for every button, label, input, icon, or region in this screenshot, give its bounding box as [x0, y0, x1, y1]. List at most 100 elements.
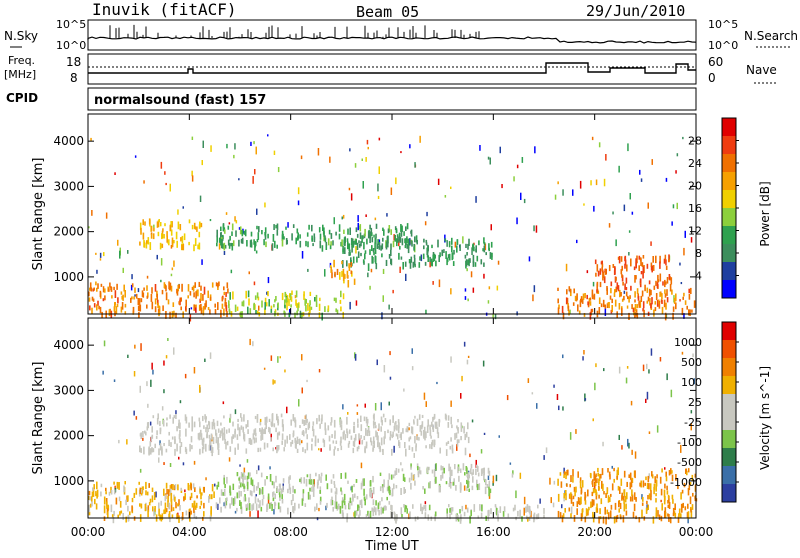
echo-cell — [417, 473, 420, 478]
echo-speckle — [411, 348, 413, 354]
echo-speckle — [591, 136, 594, 141]
echo-speckle — [509, 462, 512, 465]
echo-cell — [357, 418, 359, 424]
echo-cell — [570, 498, 573, 504]
echo-cell — [281, 419, 284, 428]
echo-cell — [616, 282, 619, 290]
echo-cell — [158, 508, 160, 517]
echo-cell — [629, 472, 632, 480]
echo-cell — [88, 297, 91, 302]
echo-cell — [361, 235, 363, 243]
echo-speckle — [300, 155, 303, 160]
echo-cell — [152, 506, 154, 512]
echo-cell — [216, 229, 218, 238]
echo-cell — [324, 428, 327, 435]
echo-cell — [415, 235, 418, 243]
echo-cell — [528, 516, 531, 521]
echo-cell — [305, 414, 307, 422]
echo-speckle — [209, 444, 212, 451]
echo-cell — [311, 438, 313, 442]
echo-cell — [154, 306, 157, 313]
echo-cell — [430, 516, 433, 521]
echo-cell — [227, 225, 230, 230]
echo-cell — [202, 437, 205, 443]
echo-speckle — [466, 268, 468, 272]
echo-speckle — [400, 151, 402, 154]
echo-cell — [363, 416, 366, 422]
echo-cell — [587, 301, 589, 306]
echo-cell — [199, 488, 201, 494]
echo-speckle — [516, 217, 518, 225]
echo-cell — [327, 425, 330, 431]
echo-cell — [566, 289, 568, 295]
echo-cell — [207, 427, 209, 433]
colorbar-tick-label: 500 — [681, 356, 702, 369]
echo-cell — [684, 506, 687, 511]
echo-cell — [406, 426, 409, 432]
echo-cell — [390, 258, 393, 266]
echo-speckle — [152, 369, 154, 375]
echo-speckle — [252, 176, 254, 184]
echo-cell — [587, 509, 589, 516]
echo-speckle — [489, 157, 491, 165]
echo-cell — [223, 427, 226, 435]
echo-cell — [636, 288, 639, 294]
echo-cell — [463, 426, 465, 434]
echo-cell — [609, 496, 611, 502]
echo-cell — [163, 234, 165, 239]
echo-cell — [343, 500, 346, 506]
echo-cell — [150, 294, 153, 302]
echo-speckle — [357, 222, 359, 231]
echo-cell — [92, 487, 94, 491]
echo-cell — [356, 233, 359, 238]
echo-cell — [646, 300, 649, 304]
echo-cell — [421, 421, 424, 428]
echo-cell — [655, 280, 657, 287]
echo-cell — [665, 471, 667, 477]
echo-cell — [564, 508, 566, 513]
echo-speckle — [210, 145, 212, 152]
echo-cell — [162, 305, 164, 311]
echo-cell — [438, 419, 441, 423]
echo-cell — [165, 292, 168, 301]
echo-cell — [435, 422, 437, 429]
echo-speckle — [414, 415, 416, 419]
echo-speckle — [173, 347, 175, 355]
echo-cell — [143, 239, 145, 248]
echo-cell — [654, 301, 657, 305]
echo-cell — [222, 243, 224, 249]
echo-cell — [275, 296, 277, 301]
echo-cell — [499, 506, 502, 513]
echo-cell — [621, 274, 623, 278]
echo-cell — [300, 313, 303, 319]
echo-cell — [255, 503, 258, 511]
echo-cell — [202, 294, 204, 301]
echo-cell — [594, 489, 596, 493]
echo-cell — [436, 424, 438, 429]
echo-cell — [365, 428, 367, 436]
echo-cell — [327, 238, 330, 246]
echo-cell — [110, 504, 113, 513]
echo-cell — [281, 499, 284, 504]
echo-cell — [256, 225, 258, 230]
echo-cell — [557, 307, 560, 315]
echo-cell — [631, 489, 633, 496]
echo-cell — [439, 447, 441, 454]
echo-cell — [686, 305, 688, 310]
echo-cell — [104, 295, 106, 301]
echo-speckle — [249, 511, 251, 517]
echo-cell — [382, 413, 385, 418]
echo-cell — [168, 489, 170, 497]
echo-cell — [211, 484, 214, 492]
echo-cell — [215, 282, 218, 287]
echo-cell — [133, 296, 135, 300]
echo-cell — [334, 501, 337, 509]
echo-cell — [470, 510, 472, 517]
echo-speckle — [454, 241, 457, 248]
echo-cell — [621, 492, 623, 500]
echo-cell — [319, 233, 322, 240]
echo-cell — [354, 240, 356, 245]
